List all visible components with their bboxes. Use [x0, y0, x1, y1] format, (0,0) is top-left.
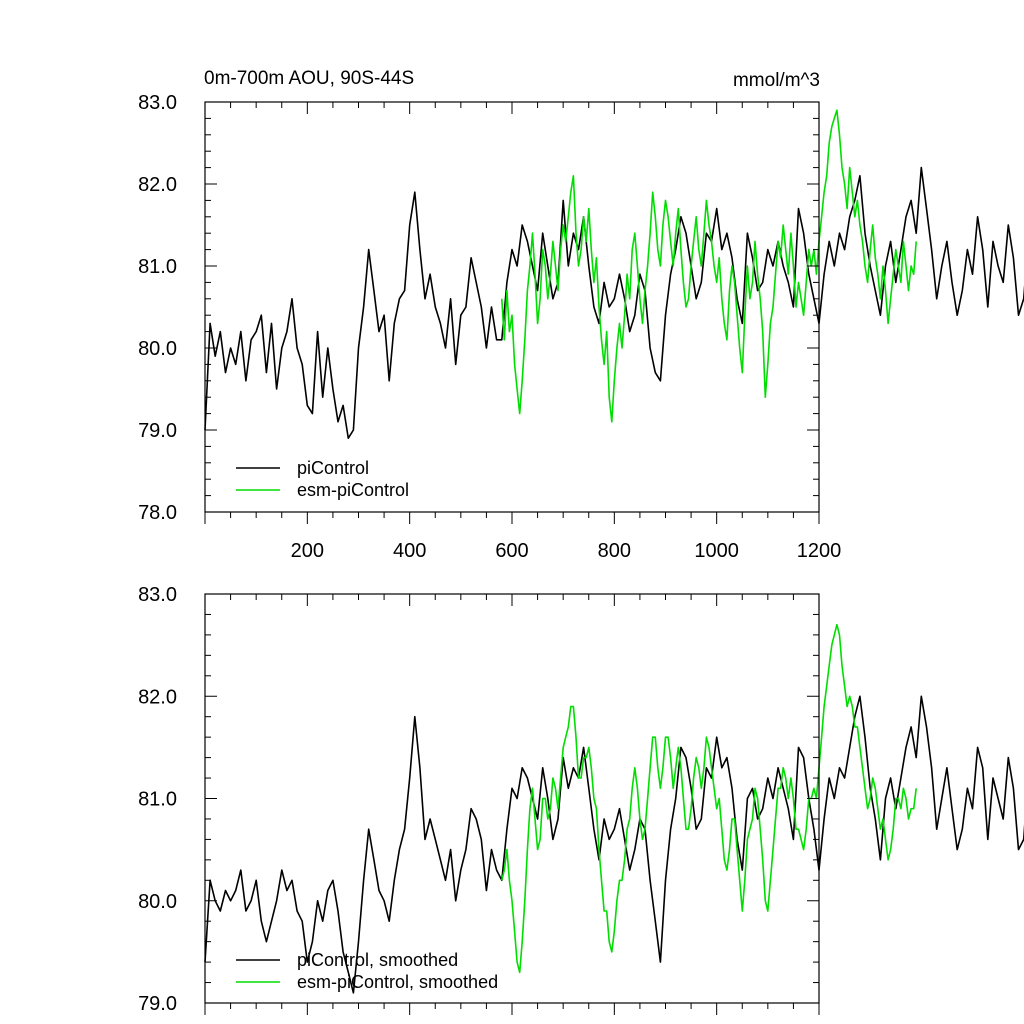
x-tick-label: 600 — [495, 540, 528, 562]
x-tick-label: 400 — [393, 540, 426, 562]
bottom-panel-series — [204, 623, 1024, 994]
y-tick-label: 79.0 — [138, 420, 177, 442]
y-tick-label: 80.0 — [138, 891, 177, 913]
y-tick-label: 80.0 — [138, 338, 177, 360]
top-panel-axes: 78.0 79.0 80.0 81.0 82.0 83.0 200 400 600 800 1000… — [138, 92, 841, 562]
legend-label-esm-picontrol-smoothed: esm-piControl, smoothed — [297, 972, 498, 992]
y-tick-label: 78.0 — [138, 502, 177, 524]
x-tick-label: 1000 — [694, 540, 739, 562]
y-tick-label: 79.0 — [138, 993, 177, 1015]
legend-label-picontrol: piControl — [297, 458, 369, 478]
top-panel-units: mmol/m^3 — [733, 70, 820, 91]
y-tick-label: 81.0 — [138, 789, 177, 811]
series-line-esm-picontrol-smoothed — [501, 623, 917, 974]
series-line-picontrol-smoothed — [204, 695, 1024, 994]
legend-label-picontrol-smoothed: piControl, smoothed — [297, 950, 458, 970]
plot-frame — [204, 593, 820, 1004]
top-panel: 0m-700m AOU, 90S-44S mmol/m^3 78.0 79.0 80… — [138, 68, 1024, 562]
y-tick-label: 82.0 — [138, 686, 177, 708]
plot-frame — [204, 101, 820, 513]
y-tick-label: 81.0 — [138, 256, 177, 278]
series-line-esm-picontrol — [501, 109, 917, 423]
legend-label-esm-picontrol: esm-piControl — [297, 480, 409, 500]
y-tick-label: 83.0 — [138, 584, 177, 606]
y-tick-label: 83.0 — [138, 92, 177, 114]
x-tick-label: 200 — [291, 540, 324, 562]
x-tick-label: 1200 — [797, 540, 842, 562]
top-panel-series — [204, 109, 1024, 440]
bottom-panel-legend: piControl, smoothed esm-piControl, smoot… — [236, 950, 498, 992]
bottom-panel-axes: 79.0 80.0 81.0 82.0 83.0 — [138, 584, 820, 1015]
x-tick-label: 800 — [598, 540, 631, 562]
top-panel-title: 0m-700m AOU, 90S-44S — [204, 68, 414, 89]
series-line-picontrol — [204, 166, 1024, 440]
bottom-panel: 79.0 80.0 81.0 82.0 83.0 piControl, smoothed… — [138, 584, 1024, 1015]
y-tick-label: 82.0 — [138, 174, 177, 196]
top-panel-legend: piControl esm-piControl — [236, 458, 409, 500]
